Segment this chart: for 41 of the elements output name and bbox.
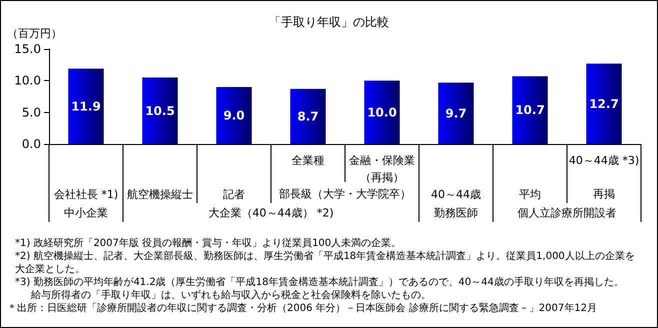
bar (364, 80, 400, 144)
bar (586, 64, 622, 144)
x-tick-label: 40～44歳 *3) (568, 154, 640, 167)
data-label: 12.7 (589, 96, 619, 111)
bar (68, 68, 104, 144)
text: *2) 航空機操縦士、記者、大企業部長級、勤務医師は、厚生労働省「平成18年賃金構造基本統計調査」より。従業員1,000人以上の企業を大企業とした。 (14, 250, 636, 276)
y-tick-label: 5.0 (22, 105, 41, 120)
text: ＊出所：日医総研「診療所開設者の年収に関する調査・分析（2006 年分）－日本医師会 診療所に関する緊急調査－」2007年12月 (6, 302, 598, 315)
text: 給与所得者の「手取り年収」は、いずれも給与収入から税金と社会保険料を除いたもの。 (30, 289, 432, 302)
data-label: 10.7 (515, 103, 545, 118)
x-tick-label: 会社社長 *1) (54, 188, 118, 201)
x-tick-label: 記者 (223, 188, 245, 201)
x-tick-label: 平均 (519, 188, 541, 201)
bar (142, 78, 178, 144)
bar (216, 87, 252, 144)
data-label: 11.9 (71, 99, 101, 114)
x-tick-label: 40～44歳 (431, 188, 481, 201)
chart-title: 「手取り年収」の比較 (269, 15, 389, 29)
text: *3) 勤務医師の平均年齢が41.2歳（厚生労働省「平成18年賃金構造基本統計調査」）であるので、40～44歳の手取り年収を再掲した。 (14, 276, 625, 289)
text: 勤務医師 (434, 206, 478, 220)
text: *1) 政経研究所「2007年版 役員の報酬・賞与・年収」より従業員100人未満の企業。 (14, 237, 402, 250)
data-label: 9.7 (445, 106, 467, 120)
bar (290, 88, 326, 144)
text: 個人立診療所開設者 (518, 206, 616, 220)
bar (512, 76, 548, 144)
x-tick-label: 航空機操縦士 (127, 188, 193, 201)
data-label: 8.7 (297, 109, 319, 124)
data-label: 10.5 (145, 104, 175, 118)
text: 再掲 (593, 188, 615, 200)
text: 中小企業 (64, 206, 108, 220)
y-tick-label: 15.0 (14, 42, 41, 56)
y-tick-label: 10.0 (14, 74, 41, 88)
x-tick-label: 金融・保険業（再掲） (349, 154, 415, 184)
bar (438, 82, 474, 144)
text: 大企業（40～44歳） *2) (208, 206, 334, 220)
data-label: 10.0 (367, 105, 397, 120)
text: 部長級（大学・大学院卒） (279, 188, 411, 200)
data-label: 9.0 (223, 108, 245, 122)
y-axis-title: （百万円） (7, 27, 62, 40)
y-tick-label: 0.0 (22, 137, 41, 151)
x-tick-label: 全業種 (292, 154, 324, 167)
